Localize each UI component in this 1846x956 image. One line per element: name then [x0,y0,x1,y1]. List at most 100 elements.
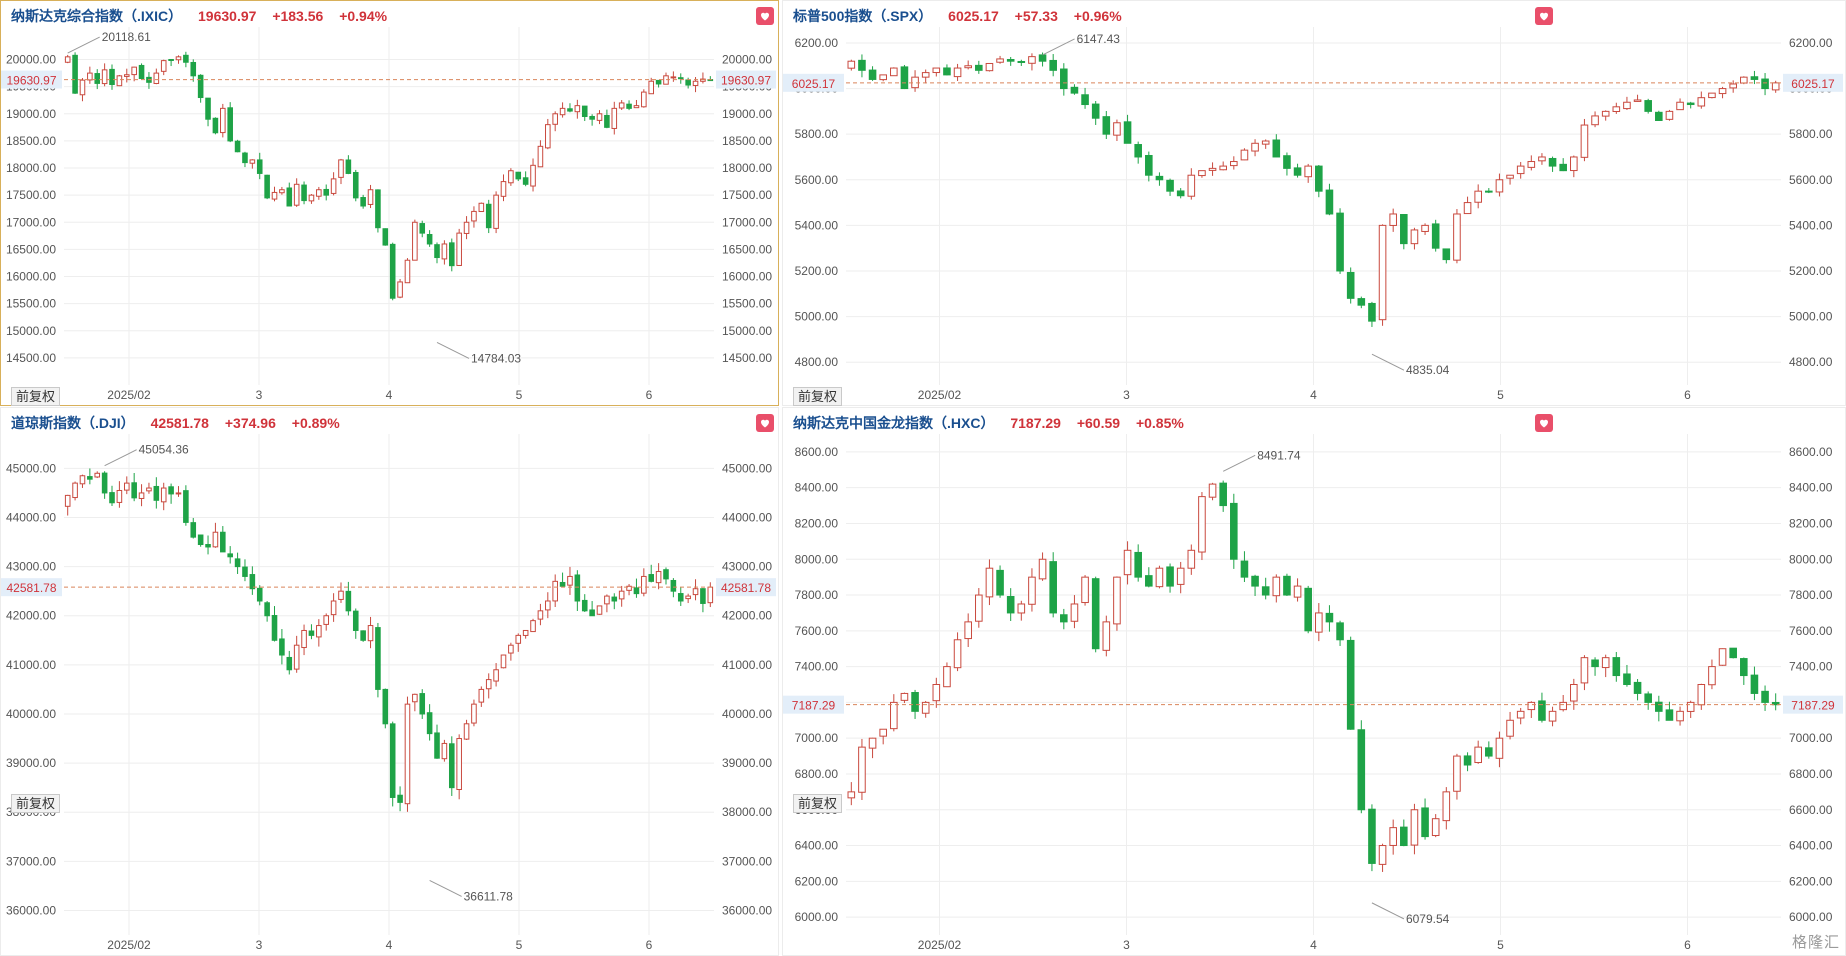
price-adjust-button[interactable]: 前复权 [11,387,61,406]
candle-body [1442,248,1451,261]
candle [1357,296,1366,309]
price-adjust-button[interactable]: 前复权 [793,387,843,406]
candle-body [537,145,544,168]
candle-body [964,621,972,640]
candle-body [160,487,167,503]
candle-body [153,72,160,84]
candle-body [493,669,499,682]
candle-body [1091,578,1100,650]
candle-body [1378,845,1387,865]
high-annotation: 8491.74 [1257,448,1301,462]
y-tick-label-left: 41000.00 [6,658,56,672]
y-tick-label-right: 6600.00 [1789,803,1833,817]
low-annotation: 36611.78 [464,889,513,903]
index-name[interactable]: 道琼斯指数（.DJI） [11,415,135,431]
candle-body [1559,163,1567,172]
candle-body [611,107,618,129]
candle [1591,111,1599,128]
heart-icon[interactable] [756,7,774,25]
candle-body [1771,82,1780,91]
low-annotation-leader [1371,902,1405,920]
candle-body [404,703,411,805]
candle-body [441,742,448,760]
candle [1665,701,1674,721]
candle [522,629,529,639]
candle [500,174,507,202]
last-price-label-right: 7187.29 [1791,699,1835,713]
candle [1410,803,1419,855]
y-tick-label-left: 5600.00 [795,173,839,187]
candle-body [72,54,78,94]
candle-body [64,494,71,507]
candle-body [879,728,887,737]
candle-body [220,107,226,134]
y-tick-label-right: 19000.00 [722,107,772,121]
candle [1240,551,1249,582]
candle [707,582,714,608]
candle [1315,165,1323,198]
index-name[interactable]: 纳斯达克中国金龙指数（.HXC） [793,415,995,431]
candle [567,103,573,113]
candle-body [1123,121,1132,144]
candle [1729,647,1737,659]
candle-body [508,644,514,654]
last-price-label-right-bg [1783,73,1843,92]
candle-body [1113,122,1121,136]
candle [301,181,307,205]
price-adjust-button[interactable]: 前复权 [11,794,61,813]
y-tick-label-left: 7400.00 [795,660,839,674]
candle [943,64,951,76]
candle-body [1697,97,1706,107]
candle-body [1261,586,1270,596]
candle-body [1516,165,1525,175]
candle-body [1442,791,1451,822]
heart-icon[interactable] [1535,7,1553,25]
candle [1644,98,1652,114]
candle [271,186,278,202]
candle-body [330,178,337,194]
candle [1336,620,1344,646]
candle [1495,731,1504,768]
candle [293,178,300,207]
candle-body [911,692,919,712]
candle [911,689,919,719]
x-tick-label: 2025/02 [918,388,962,402]
candle-body [975,594,983,622]
candle-body [707,586,714,604]
candle [953,63,962,81]
candle [441,739,448,762]
index-name[interactable]: 纳斯达克综合指数（.IXIC） [11,8,183,24]
candle [953,632,962,672]
heart-icon[interactable] [756,414,774,432]
candle [530,158,536,192]
candle [1538,692,1546,723]
heart-icon[interactable] [1535,414,1553,432]
x-tick-label: 6 [1684,388,1691,402]
candle [1729,80,1737,93]
candle [352,169,359,202]
candle-body [168,58,174,61]
candle [975,60,983,74]
price-adjust-button[interactable]: 前复权 [793,794,843,813]
candle [1176,188,1185,199]
candle-body [1623,673,1631,685]
candle-body [242,566,248,577]
candle [1527,701,1536,718]
candle-body [1431,818,1440,837]
candle [123,68,130,83]
candle [72,481,78,501]
candle-body [94,73,101,84]
candle [183,485,189,526]
candle [212,117,219,135]
candle-body [545,600,551,611]
index-name[interactable]: 标普500指数（.SPX） [793,8,933,24]
candle [345,155,352,175]
candle-body [389,243,396,299]
candle-body [412,693,418,703]
candle-body [1474,746,1482,764]
candle-body [1410,809,1419,846]
candle-body [478,202,485,213]
candle [419,220,426,238]
y-tick-label-right: 43000.00 [722,560,772,574]
candle-body [463,723,470,740]
